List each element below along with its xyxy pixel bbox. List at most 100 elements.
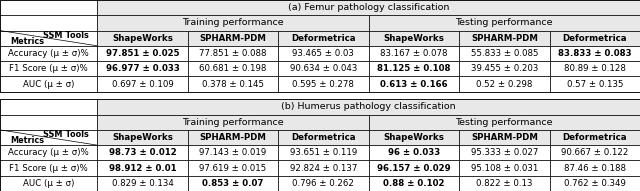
Bar [369,31,459,46]
Text: Deformetrica: Deformetrica [291,34,356,43]
Text: 83.167 ± 0.078: 83.167 ± 0.078 [380,49,447,58]
Text: 97.851 ± 0.025: 97.851 ± 0.025 [106,49,179,58]
Text: 0.52 ± 0.298: 0.52 ± 0.298 [476,79,532,89]
Bar [278,145,369,160]
Text: AUC (μ ± σ): AUC (μ ± σ) [23,179,74,188]
Bar [97,31,188,46]
Bar [278,130,369,145]
Text: Deformetrica: Deformetrica [563,34,627,43]
Bar [0,0,97,15]
Text: 0.88 ± 0.102: 0.88 ± 0.102 [383,179,445,188]
Text: 80.89 ± 0.128: 80.89 ± 0.128 [564,64,626,73]
Bar [369,145,459,160]
Text: 92.824 ± 0.137: 92.824 ± 0.137 [290,163,357,173]
Text: 0.697 ± 0.109: 0.697 ± 0.109 [111,79,173,89]
Bar [550,130,640,145]
Bar [0,99,97,115]
Bar [369,130,459,145]
Text: 83.833 ± 0.083: 83.833 ± 0.083 [558,49,632,58]
Bar [188,61,278,76]
Bar [459,76,550,92]
Text: AUC (μ ± σ): AUC (μ ± σ) [23,79,74,89]
Text: Deformetrica: Deformetrica [291,133,356,142]
Bar [188,130,278,145]
Bar [0,15,97,31]
Bar [459,61,550,76]
Text: 90.634 ± 0.043: 90.634 ± 0.043 [290,64,357,73]
Bar [97,46,188,61]
Bar [188,31,278,46]
Text: Testing performance: Testing performance [456,18,553,28]
Bar [369,160,459,176]
Bar [0,176,97,191]
Text: Metrics: Metrics [10,136,44,145]
Text: 0.57 ± 0.135: 0.57 ± 0.135 [566,79,623,89]
Text: Metrics: Metrics [10,37,44,46]
Text: 0.853 ± 0.07: 0.853 ± 0.07 [202,179,264,188]
Bar [0,76,97,92]
Text: SSM Tools: SSM Tools [44,130,89,139]
Text: ShapeWorks: ShapeWorks [383,34,444,43]
Bar [188,176,278,191]
Bar [97,76,188,92]
Text: SPHARM-PDM: SPHARM-PDM [200,133,266,142]
Bar [278,176,369,191]
Bar [550,160,640,176]
Bar [188,46,278,61]
Bar [278,76,369,92]
Text: 93.651 ± 0.119: 93.651 ± 0.119 [290,148,357,157]
Bar [550,176,640,191]
Bar [550,46,640,61]
Bar [0,46,97,61]
Text: 90.667 ± 0.122: 90.667 ± 0.122 [561,148,628,157]
Bar [0,99,640,191]
Bar [0,61,97,76]
Bar [0,115,97,130]
Bar [0,130,97,145]
Bar [369,61,459,76]
Bar [278,61,369,76]
Text: 55.833 ± 0.085: 55.833 ± 0.085 [470,49,538,58]
Text: 98.73 ± 0.012: 98.73 ± 0.012 [109,148,177,157]
Bar [97,99,640,115]
Text: ShapeWorks: ShapeWorks [112,133,173,142]
Bar [278,31,369,46]
Text: 39.455 ± 0.203: 39.455 ± 0.203 [470,64,538,73]
Text: 87.46 ± 0.188: 87.46 ± 0.188 [564,163,626,173]
Bar [97,0,640,15]
Bar [188,160,278,176]
Bar [188,145,278,160]
Text: 97.143 ± 0.019: 97.143 ± 0.019 [199,148,267,157]
Bar [0,31,97,46]
Bar [369,176,459,191]
Text: 97.619 ± 0.015: 97.619 ± 0.015 [199,163,267,173]
Text: 0.378 ± 0.145: 0.378 ± 0.145 [202,79,264,89]
Bar [550,76,640,92]
Bar [0,145,97,160]
Bar [369,115,640,130]
Bar [97,176,188,191]
Bar [459,46,550,61]
Bar [550,31,640,46]
Text: F1 Score (μ ± σ)%: F1 Score (μ ± σ)% [9,64,88,73]
Bar [0,0,640,92]
Bar [97,115,369,130]
Text: SPHARM-PDM: SPHARM-PDM [200,34,266,43]
Text: Training performance: Training performance [182,118,284,127]
Text: 77.851 ± 0.088: 77.851 ± 0.088 [199,49,267,58]
Text: 96 ± 0.033: 96 ± 0.033 [388,148,440,157]
Text: 60.681 ± 0.198: 60.681 ± 0.198 [199,64,267,73]
Text: 0.829 ± 0.134: 0.829 ± 0.134 [111,179,173,188]
Text: 0.595 ± 0.278: 0.595 ± 0.278 [292,79,355,89]
Text: ShapeWorks: ShapeWorks [383,133,444,142]
Text: Testing performance: Testing performance [456,118,553,127]
Text: Training performance: Training performance [182,18,284,28]
Text: 98.912 ± 0.01: 98.912 ± 0.01 [109,163,176,173]
Bar [459,160,550,176]
Bar [97,61,188,76]
Text: (b) Humerus pathology classification: (b) Humerus pathology classification [282,102,456,112]
Text: 0.822 ± 0.13: 0.822 ± 0.13 [476,179,532,188]
Text: 95.108 ± 0.031: 95.108 ± 0.031 [470,163,538,173]
Bar [369,15,640,31]
Text: 0.762 ± 0.349: 0.762 ± 0.349 [564,179,626,188]
